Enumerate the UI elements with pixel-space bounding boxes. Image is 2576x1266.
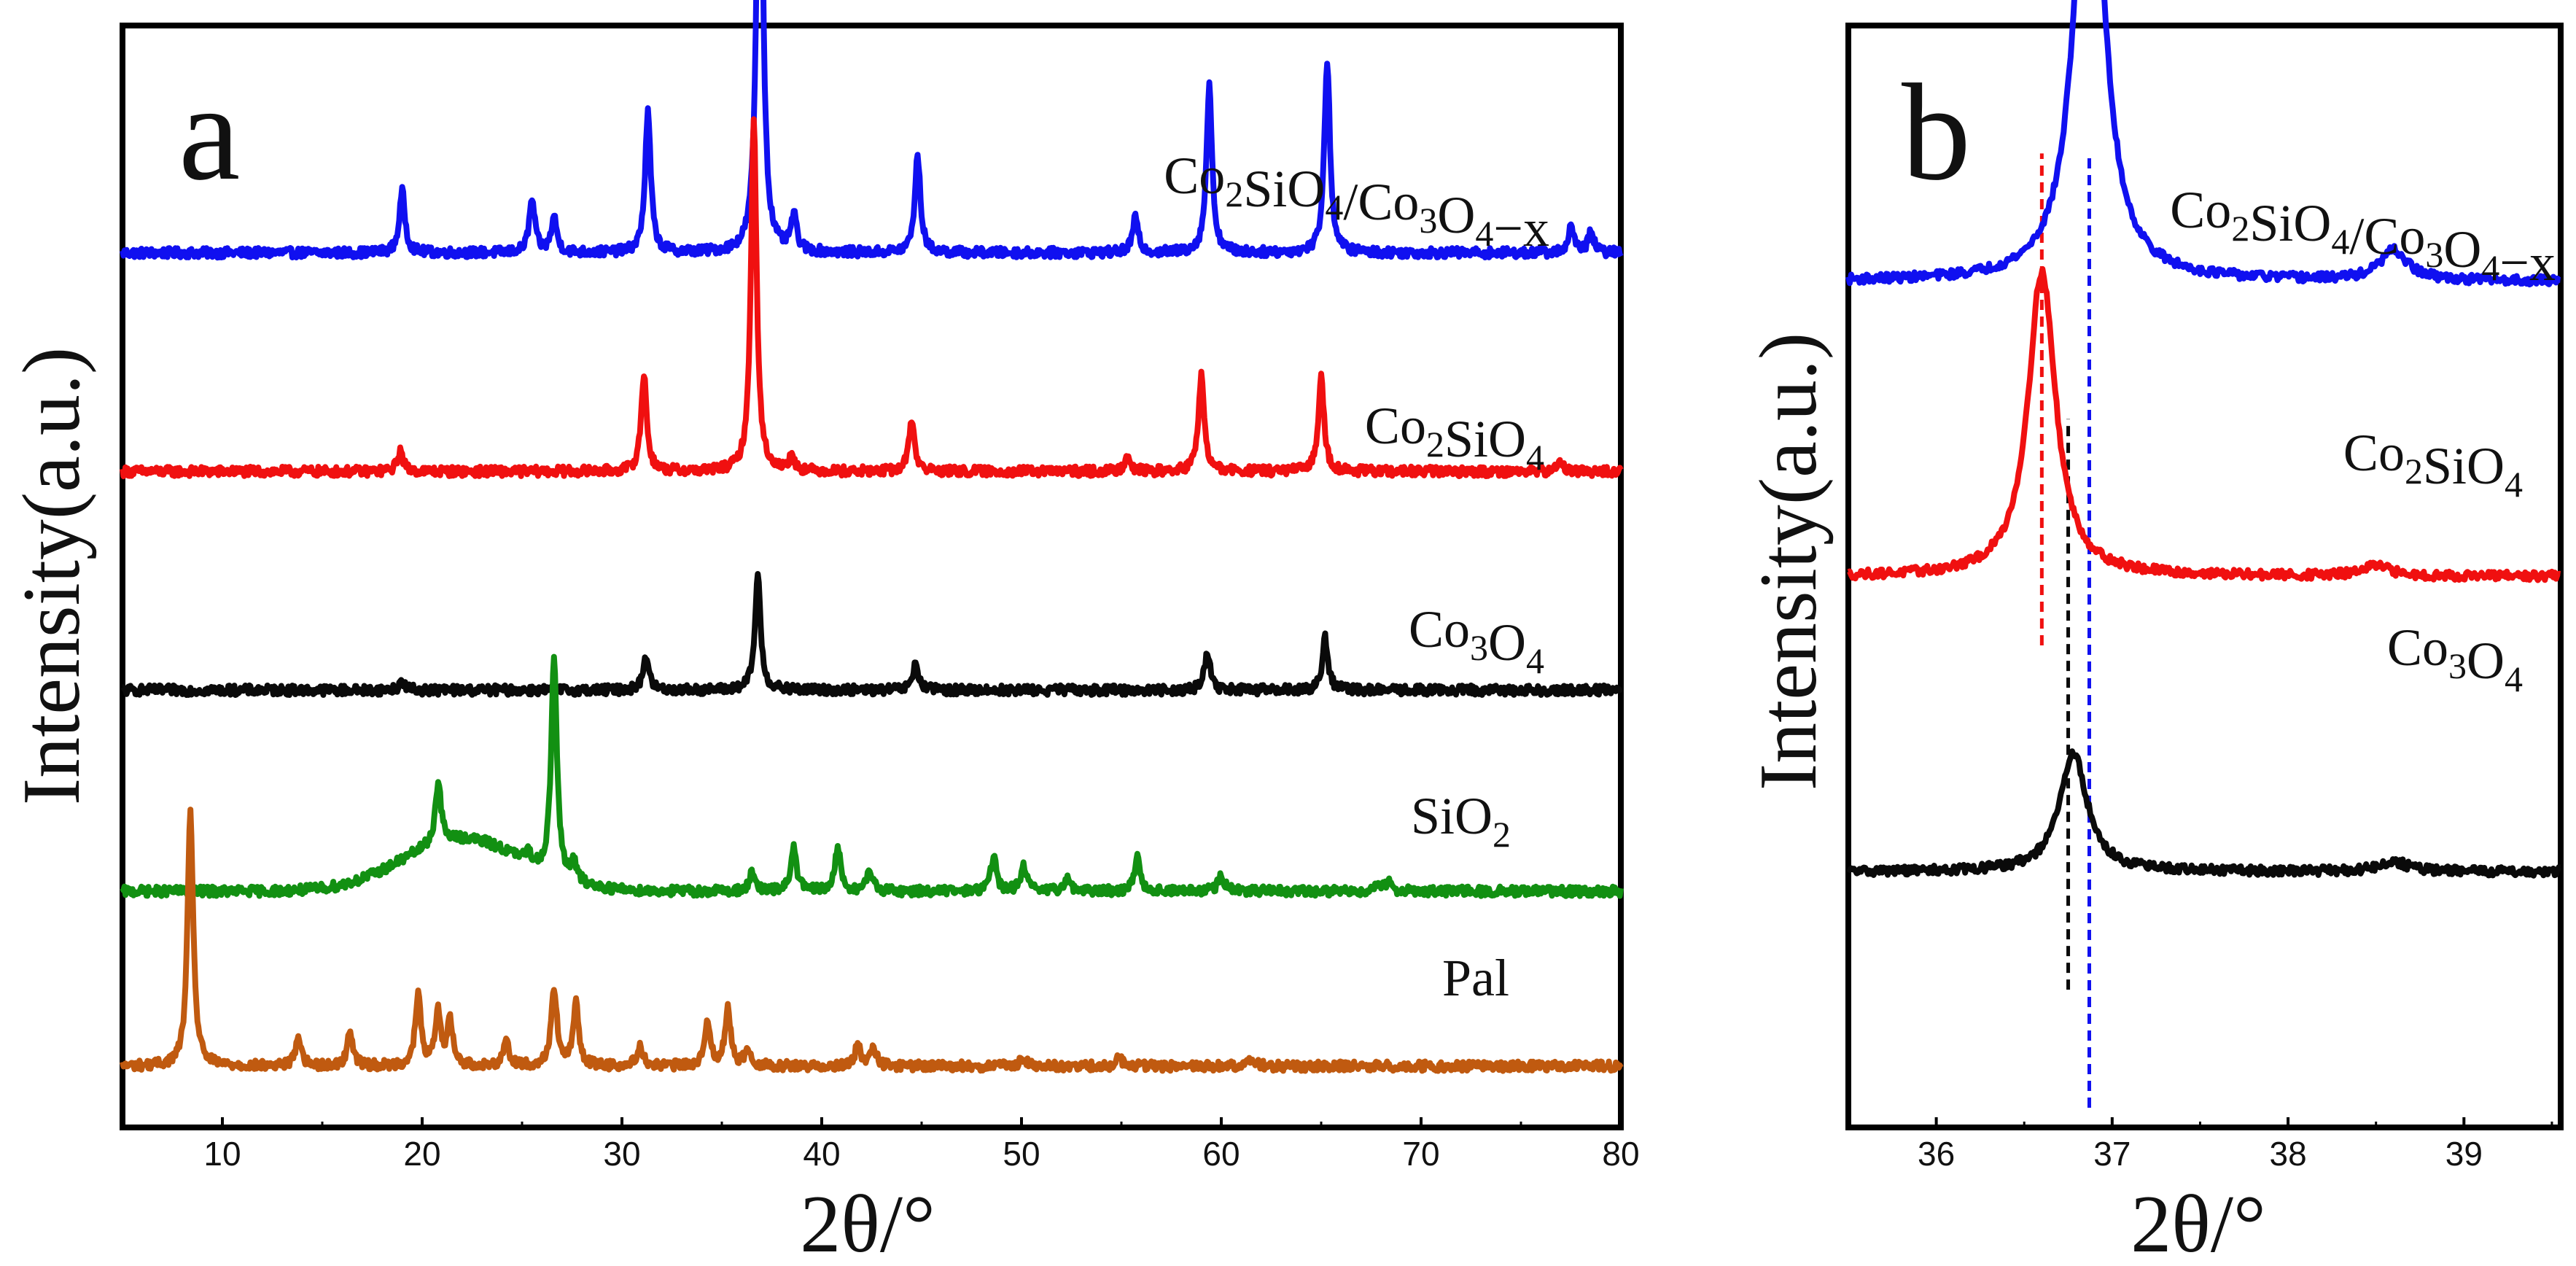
series-label: Co3O4 (1409, 600, 1544, 681)
y-axis-title: Intensity(a.u.) (7, 347, 97, 805)
x-tick-label: 37 (2093, 1135, 2131, 1173)
plot-frame (120, 23, 1624, 1130)
series-line-2 (120, 571, 1624, 698)
x-tick-label: 80 (1602, 1135, 1639, 1173)
series-line-1 (1846, 265, 2562, 583)
x-tick-label: 60 (1202, 1135, 1240, 1173)
series-label: Co2SiO4/Co3O4−x (2170, 181, 2556, 292)
y-axis-title: Intensity(a.u.) (1743, 333, 1834, 791)
series-line-4 (120, 807, 1624, 1074)
series-line-2 (1845, 748, 2562, 879)
x-tick-label: 39 (2445, 1135, 2483, 1173)
series-label: Co2SiO4 (1365, 397, 1544, 478)
panel-letter: b (1902, 56, 1971, 209)
x-tick-label: 36 (1918, 1135, 1955, 1173)
panel-a-chart: 10 20 30 40 50 60 70 80 2θ/° Intensity(a.u.) a Co2S… (7, 0, 1640, 1266)
series-label: Co2SiO4 (2343, 424, 2523, 505)
x-tick-label: 70 (1402, 1135, 1439, 1173)
x-tick-label: 20 (403, 1135, 440, 1173)
series-label: SiO2 (1411, 787, 1511, 855)
x-axis-title: 2θ/° (2131, 1179, 2266, 1266)
x-tick-label: 40 (803, 1135, 840, 1173)
series-label: Pal (1442, 949, 1509, 1007)
plot-frame (1845, 23, 2564, 1130)
x-tick-label: 38 (2270, 1135, 2307, 1173)
series-line-0 (120, 0, 1624, 261)
panel-letter: a (179, 56, 240, 209)
series-label: Co2SiO4/Co3O4−x (1164, 147, 1549, 257)
series-label: Co3O4 (2387, 618, 2523, 699)
x-tick-label: 10 (203, 1135, 241, 1173)
x-tick-label: 30 (603, 1135, 640, 1173)
x-tick-label: 50 (1003, 1135, 1040, 1173)
series-line-0 (1845, 0, 2562, 288)
series-line-1 (120, 116, 1624, 480)
panel-b-chart: 36 37 38 39 2θ/° Intensity(a.u.) b Co2SiO4/Co3O… (1743, 0, 2564, 1266)
series-line-3 (120, 653, 1624, 899)
x-axis-title: 2θ/° (800, 1179, 935, 1266)
